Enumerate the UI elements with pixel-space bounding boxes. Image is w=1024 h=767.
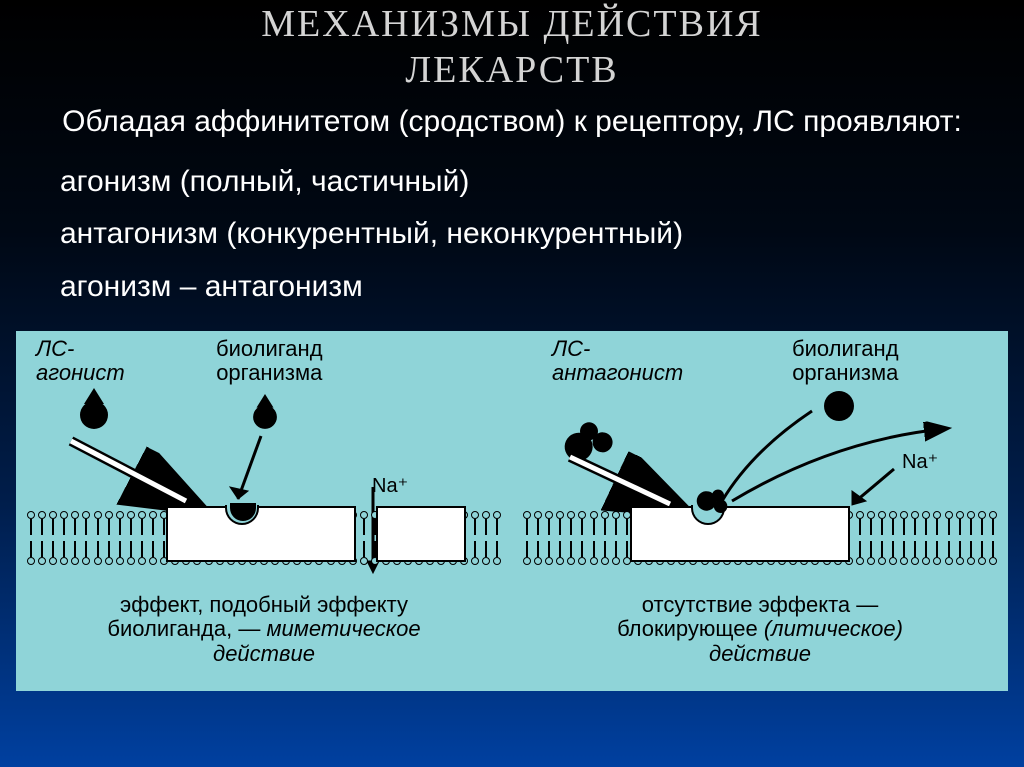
receptor-notch-icon — [225, 505, 259, 525]
title-line-1: МЕХАНИЗМЫ ДЕЙСТВИЯ — [261, 3, 763, 45]
bound-ligand-icon — [230, 503, 256, 521]
receptor-left-b — [376, 506, 466, 562]
bullet-2: антагонизм (конкурентный, неконкурентный… — [60, 208, 984, 261]
caption-right: отсутствие эффекта — блокирующее (литиче… — [512, 593, 1008, 666]
diagram: ЛС- агонист биолиганд организма Na⁺ — [16, 331, 1008, 691]
bullet-1: агонизм (полный, частичный) — [60, 156, 984, 209]
agonist-drop-icon — [80, 401, 108, 429]
slide-title: МЕХАНИЗМЫ ДЕЙСТВИЯ ЛЕКАРСТВ — [0, 0, 1024, 93]
subtitle: Обладая аффинитетом (сродством) к рецепт… — [0, 93, 1024, 146]
label-bioligand-right: биолиганд организма — [792, 337, 899, 385]
label-bioligand-left: биолиганд организма — [216, 337, 323, 385]
panel-antagonist: ЛС- антагонист биолиганд организма N — [512, 331, 1008, 691]
caption-left: эффект, подобный эффекту биолиганда, — м… — [16, 593, 512, 666]
bullet-list: агонизм (полный, частичный) антагонизм (… — [0, 146, 1024, 314]
receptor-left — [166, 506, 356, 562]
bullet-3: агонизм – антагонизм — [60, 261, 984, 314]
panel-agonist: ЛС- агонист биолиганд организма Na⁺ — [16, 331, 512, 691]
title-line-2: ЛЕКАРСТВ — [405, 49, 618, 91]
label-agonist: ЛС- агонист — [36, 337, 125, 385]
receptor-right — [630, 506, 850, 562]
label-antagonist: ЛС- антагонист — [552, 337, 683, 385]
bioligand-drop-icon — [253, 405, 277, 429]
